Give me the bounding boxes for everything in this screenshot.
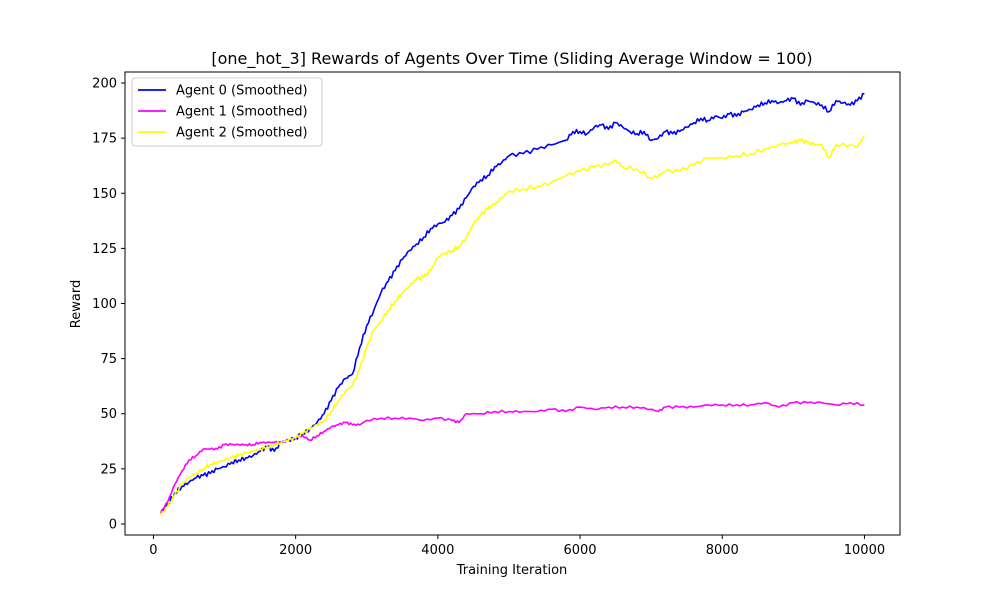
series-line-2 xyxy=(159,135,866,516)
x-axis-label: Training Iteration xyxy=(456,563,568,578)
x-tick-label: 2000 xyxy=(279,543,312,558)
y-tick-label: 100 xyxy=(92,297,117,312)
series-line-0 xyxy=(160,92,865,514)
y-tick-label: 75 xyxy=(100,352,117,367)
legend: Agent 0 (Smoothed) Agent 1 (Smoothed) Agen… xyxy=(131,77,323,147)
chart-title: [one_hot_3] Rewards of Agents Over Time … xyxy=(211,49,812,69)
legend-label: Agent 1 (Smoothed) xyxy=(176,105,308,120)
x-tick-label: 10000 xyxy=(844,543,885,558)
x-tick-label: 8000 xyxy=(706,543,739,558)
y-tick-label: 125 xyxy=(92,242,117,257)
y-tick-label: 25 xyxy=(100,462,117,477)
legend-label: Agent 0 (Smoothed) xyxy=(176,84,308,99)
legend-box xyxy=(131,77,323,147)
series-layer xyxy=(159,92,866,516)
y-axis: 0 25 50 75 100 125 150 175 200 xyxy=(92,77,125,532)
y-tick-label: 50 xyxy=(100,407,117,422)
y-axis-label: Reward xyxy=(69,280,84,328)
series-line-1 xyxy=(159,400,865,514)
y-tick-label: 200 xyxy=(92,77,117,92)
y-tick-label: 0 xyxy=(109,517,117,532)
x-tick-label: 6000 xyxy=(563,543,596,558)
x-tick-label: 4000 xyxy=(421,543,454,558)
y-tick-label: 150 xyxy=(92,187,117,202)
legend-label: Agent 2 (Smoothed) xyxy=(176,126,308,141)
x-axis: 0 2000 4000 6000 8000 10000 xyxy=(149,535,885,558)
x-tick-label: 0 xyxy=(149,543,157,558)
y-tick-label: 175 xyxy=(92,132,117,147)
